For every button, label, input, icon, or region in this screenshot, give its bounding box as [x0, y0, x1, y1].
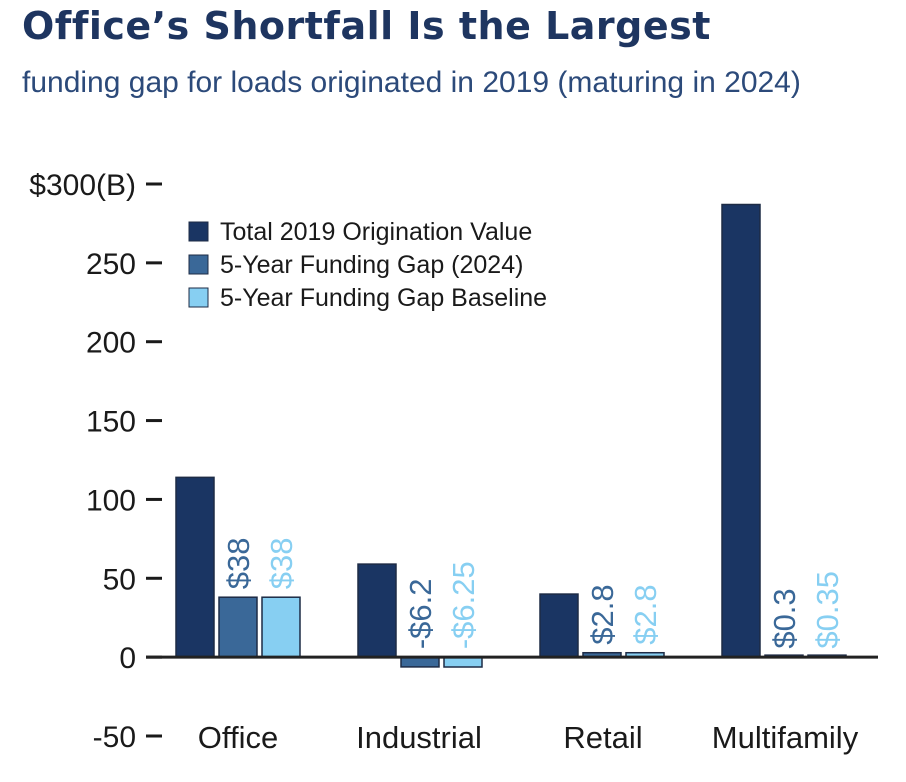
data-label: $38 [221, 537, 256, 589]
data-label: $0.35 [810, 571, 845, 649]
data-label: $2.8 [628, 584, 663, 644]
bar-office-series-1 [175, 476, 215, 658]
legend-swatch [188, 287, 209, 308]
bar-industrial-series-1 [357, 563, 397, 658]
data-label: -$6.2 [403, 578, 438, 649]
chart-subtitle: funding gap for loads originated in 2019… [22, 66, 801, 99]
category-label-retail: Retail [563, 720, 642, 755]
bar-office-series-2 [218, 596, 258, 658]
y-tick-label: 250 [86, 248, 136, 281]
bar-office-series-3 [261, 596, 301, 658]
y-tick-label: $300(B) [29, 169, 136, 202]
y-tick-label: -50 [93, 721, 136, 754]
y-tick-label: 0 [119, 642, 136, 675]
y-axis: $300(B) 250 200 150 100 50 0 -50 [29, 169, 162, 754]
data-label: $0.3 [767, 588, 802, 648]
y-tick-label: 50 [103, 563, 136, 596]
legend-swatch [188, 254, 209, 275]
bar-retail-series-1 [539, 593, 579, 658]
data-labels: $38 $38 -$6.2 -$6.25 $2.8 $2.8 $0.3 $0.35 [221, 537, 845, 649]
data-label: $2.8 [585, 584, 620, 644]
y-tick-label: 200 [86, 327, 136, 360]
legend-swatch [188, 221, 209, 242]
chart-title: Office’s Shortfall Is the Largest [22, 4, 711, 48]
bar-multifamily-series-1 [721, 203, 761, 658]
category-labels: Office Industrial Retail Multifamily [198, 720, 859, 755]
legend-label: Total 2019 Origination Value [220, 218, 532, 246]
category-label-industrial: Industrial [356, 720, 482, 755]
category-label-office: Office [198, 720, 278, 755]
legend-label: 5-Year Funding Gap Baseline [220, 284, 547, 312]
legend: Total 2019 Origination Value 5-Year Fundi… [188, 218, 547, 312]
legend-label: 5-Year Funding Gap (2024) [220, 251, 523, 279]
data-label: $38 [264, 537, 299, 589]
category-label-multifamily: Multifamily [712, 720, 859, 755]
data-label: -$6.25 [446, 561, 481, 649]
y-tick-label: 150 [86, 406, 136, 439]
y-tick-label: 100 [86, 484, 136, 517]
